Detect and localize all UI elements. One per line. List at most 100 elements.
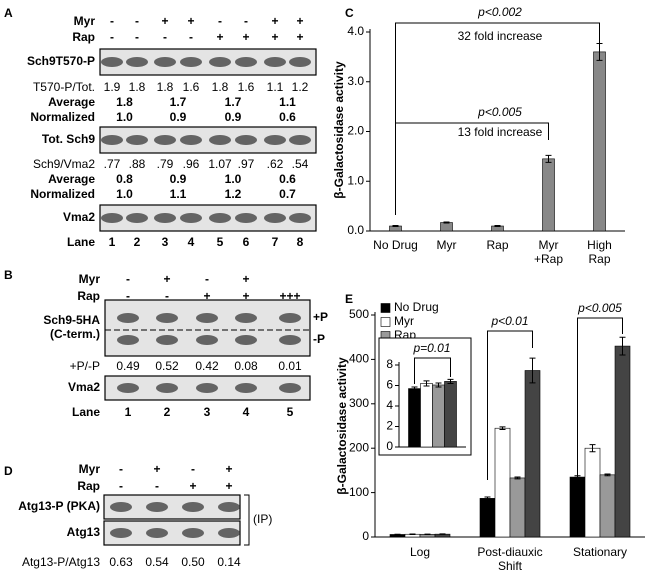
row-value: 0.8 bbox=[116, 172, 133, 186]
row-value: 1.6 bbox=[238, 80, 255, 94]
marker-label: -P bbox=[313, 332, 325, 346]
bar bbox=[524, 370, 541, 538]
condition-label: Myr bbox=[74, 14, 96, 28]
bar bbox=[599, 474, 616, 538]
blot-label: Tot. Sch9 bbox=[42, 132, 95, 146]
blot-band bbox=[180, 135, 202, 145]
blot-label: Vma2 bbox=[63, 210, 95, 224]
condition-label: Rap bbox=[77, 479, 100, 493]
condition-sign: + bbox=[242, 30, 249, 44]
blot-band bbox=[156, 335, 178, 345]
x-tick-label: Myr +Rap bbox=[534, 238, 563, 266]
bar bbox=[494, 427, 511, 538]
y-tick-label: 0 bbox=[386, 439, 393, 453]
blot-label: Sch9-5HA (C-term.) bbox=[43, 313, 100, 341]
x-tick-label: High Rap bbox=[587, 238, 612, 266]
error-bar bbox=[499, 426, 506, 431]
blot-band bbox=[209, 213, 231, 223]
blot-band bbox=[182, 502, 204, 512]
condition-sign: - bbox=[244, 14, 248, 28]
row-value: 0.9 bbox=[225, 110, 242, 124]
x-tick-label: Stationary bbox=[573, 545, 627, 559]
row-value: 0.52 bbox=[155, 359, 179, 373]
condition-sign: - bbox=[205, 272, 209, 286]
condition-sign: + bbox=[163, 272, 170, 286]
row-value: 0.54 bbox=[145, 555, 169, 569]
blot-band bbox=[235, 213, 257, 223]
bar bbox=[408, 388, 421, 448]
row-value: 0.49 bbox=[116, 359, 140, 373]
significance-bracket bbox=[577, 317, 623, 497]
bar bbox=[432, 384, 445, 448]
blot-band bbox=[146, 502, 168, 512]
blot-band bbox=[235, 383, 257, 393]
row-label: Atg13-P/Atg13 bbox=[22, 555, 100, 569]
error-bar bbox=[545, 154, 552, 163]
panel-label: E bbox=[345, 292, 353, 306]
x-tick-label: Myr bbox=[437, 238, 457, 252]
condition-sign: - bbox=[126, 272, 130, 286]
panel-label: C bbox=[345, 6, 354, 20]
y-tick-label: 0.0 bbox=[347, 223, 364, 237]
row-value: .88 bbox=[129, 157, 146, 171]
lane-number: 4 bbox=[243, 405, 250, 419]
blot-band bbox=[264, 213, 286, 223]
blot-label: Vma2 bbox=[68, 380, 100, 394]
condition-sign: + bbox=[242, 272, 249, 286]
condition-sign: - bbox=[165, 289, 169, 303]
panel-label: B bbox=[4, 268, 13, 282]
x-tick-label: No Drug bbox=[373, 238, 418, 252]
condition-sign: + bbox=[216, 30, 223, 44]
condition-label: Myr bbox=[79, 462, 101, 476]
blot-band bbox=[289, 135, 311, 145]
condition-sign: + bbox=[271, 30, 278, 44]
row-value: 0.6 bbox=[279, 110, 296, 124]
annotation: p<0.002 bbox=[477, 5, 522, 19]
lane-number: 1 bbox=[125, 405, 132, 419]
significance-bracket bbox=[395, 122, 549, 215]
blot bbox=[104, 299, 311, 357]
bar bbox=[440, 222, 453, 232]
lane-number: 1 bbox=[109, 235, 116, 249]
blot-band bbox=[154, 213, 176, 223]
row-value: 1.6 bbox=[183, 80, 200, 94]
blot-band bbox=[279, 383, 301, 393]
y-tick-label: 4 bbox=[386, 398, 393, 412]
blot-band bbox=[117, 313, 139, 323]
annotation: p<0.005 bbox=[477, 105, 522, 119]
x-tick-label: Post-diauxic Shift bbox=[477, 545, 542, 573]
bar bbox=[479, 498, 496, 538]
error-bar bbox=[484, 496, 491, 501]
row-label: Average bbox=[48, 172, 95, 186]
row-value: 0.63 bbox=[109, 555, 133, 569]
blot-label: Sch9T570-P bbox=[27, 54, 95, 68]
y-tick-label: 2 bbox=[386, 419, 393, 433]
lane-number: 4 bbox=[188, 235, 195, 249]
row-value: .96 bbox=[183, 157, 200, 171]
panel-label: A bbox=[4, 6, 13, 20]
condition-sign: + bbox=[271, 14, 278, 28]
condition-sign: - bbox=[126, 289, 130, 303]
lane-number: 2 bbox=[164, 405, 171, 419]
row-label: Sch9/Vma2 bbox=[33, 157, 95, 171]
blot-band bbox=[264, 135, 286, 145]
y-tick-label: 1.0 bbox=[347, 173, 364, 187]
bar bbox=[444, 381, 457, 448]
row-value: 1.1 bbox=[279, 95, 296, 109]
legend-label: No Drug bbox=[394, 300, 439, 314]
row-value: 0.9 bbox=[170, 172, 187, 186]
blot-band bbox=[156, 383, 178, 393]
error-bar bbox=[604, 473, 611, 477]
condition-sign: + bbox=[161, 14, 168, 28]
blot-label: Atg13-P (PKA) bbox=[18, 499, 100, 513]
blot-band bbox=[218, 528, 240, 538]
annotation: p<0.01 bbox=[490, 314, 528, 328]
condition-label: Rap bbox=[72, 30, 95, 44]
annotation: p=0.01 bbox=[412, 341, 450, 355]
bar bbox=[542, 158, 555, 232]
lane-number: 3 bbox=[162, 235, 169, 249]
bar bbox=[614, 345, 631, 538]
x-tick-label: Log bbox=[410, 545, 430, 559]
condition-sign: - bbox=[135, 14, 139, 28]
annotation: p<0.005 bbox=[577, 301, 622, 315]
